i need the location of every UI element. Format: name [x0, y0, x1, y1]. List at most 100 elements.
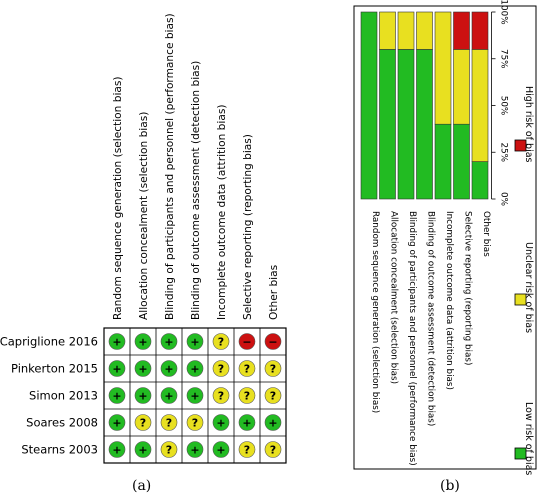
judgement-symbol: ? [270, 444, 276, 457]
judgement-symbol: + [138, 336, 147, 349]
domain-column-label: Blinding of outcome assessment (detectio… [190, 61, 202, 320]
bar-segment [360, 11, 378, 200]
bar-segment [453, 49, 470, 125]
judgement-low-icon [134, 360, 152, 377]
judgement-symbol: + [138, 363, 147, 376]
y-tick-label: 50% [499, 96, 509, 116]
judgement-unclear-icon [160, 441, 178, 458]
legend-label: High risk of bias [523, 86, 534, 163]
judgement-low-icon [160, 387, 178, 404]
judgement-symbol: + [190, 363, 199, 376]
bar-segment [471, 49, 489, 162]
legend-label: Low risk of bias [523, 402, 534, 475]
bar-segment [416, 11, 433, 50]
judgement-symbol: ? [270, 363, 276, 376]
bar-segment [471, 11, 489, 50]
category-label: Selective reporting (reporting bias) [463, 211, 473, 365]
category-label: Random sequence generation (selection bi… [370, 211, 380, 413]
bar-segment [379, 49, 396, 200]
judgement-symbol: ? [140, 417, 146, 430]
judgement-low-icon [238, 414, 256, 431]
judgement-symbol: + [268, 417, 277, 430]
judgement-low-icon [108, 360, 126, 377]
bar-segment [471, 161, 489, 200]
judgement-symbol: + [138, 444, 147, 457]
judgement-symbol: ? [244, 444, 250, 457]
judgement-symbol: ? [192, 417, 198, 430]
legend-swatch [514, 447, 527, 460]
study-label: Simon 2013 [29, 389, 98, 403]
bar-segment [416, 49, 433, 200]
judgement-symbol: ? [166, 417, 172, 430]
judgement-symbol: ? [244, 363, 250, 376]
bar-segment [434, 11, 452, 125]
judgement-low-icon [108, 387, 126, 404]
domain-column-label: Incomplete outcome data (attrition bias) [216, 105, 228, 320]
judgement-low-icon [186, 387, 204, 404]
judgement-unclear-icon [264, 360, 282, 377]
judgement-symbol: ? [270, 390, 276, 403]
judgement-unclear-icon [238, 387, 256, 404]
risk-of-bias-summary-panel: Random sequence generation (selection bi… [0, 13, 287, 464]
judgement-low-icon [134, 441, 152, 458]
bar-segment [397, 11, 415, 50]
judgement-low-icon [186, 333, 204, 350]
category-label: Incomplete outcome data (attrition bias) [444, 211, 454, 390]
judgement-symbol: + [112, 417, 121, 430]
legend-swatch [514, 293, 527, 306]
judgement-unclear-icon [264, 387, 282, 404]
study-label: Soares 2008 [26, 416, 98, 430]
judgement-symbol: + [190, 336, 199, 349]
judgement-unclear-icon [186, 414, 204, 431]
domain-column-label: Allocation concealment (selection bias) [138, 112, 150, 320]
judgement-symbol: + [190, 444, 199, 457]
legend-swatch [514, 139, 527, 152]
category-label: Other bias [481, 211, 491, 257]
domain-column-label: Blinding of participants and personnel (… [164, 13, 176, 320]
judgement-symbol: − [268, 336, 277, 349]
judgement-symbol: + [216, 444, 225, 457]
judgement-symbol: + [164, 390, 173, 403]
judgement-symbol: + [138, 390, 147, 403]
bar-segment [379, 11, 396, 50]
judgement-low-icon [134, 387, 152, 404]
judgement-unclear-icon [238, 441, 256, 458]
domain-column-label: Selective reporting (reporting bias) [242, 134, 254, 320]
judgement-high-icon [264, 333, 282, 350]
judgement-low-icon [160, 360, 178, 377]
judgement-low-icon [212, 441, 230, 458]
legend-label: Unclear risk of bias [523, 242, 534, 333]
judgement-unclear-icon [160, 414, 178, 431]
judgement-symbol: + [112, 363, 121, 376]
judgement-unclear-icon [212, 333, 230, 350]
study-label: Stearns 2003 [21, 443, 98, 457]
category-label: Allocation concealment (selection bias) [389, 211, 399, 384]
panel-a-caption: (a) [132, 478, 152, 494]
judgement-symbol: + [190, 390, 199, 403]
judgement-symbol: + [216, 417, 225, 430]
judgement-unclear-icon [212, 360, 230, 377]
judgement-symbol: + [112, 390, 121, 403]
domain-column-label: Random sequence generation (selection bi… [112, 76, 124, 320]
judgement-low-icon [108, 333, 126, 350]
judgement-low-icon [212, 414, 230, 431]
judgement-symbol: ? [218, 336, 224, 349]
y-tick-label: 0% [499, 192, 509, 206]
judgement-symbol: ? [218, 390, 224, 403]
judgement-low-icon [108, 441, 126, 458]
bar-segment [453, 123, 470, 200]
judgement-low-icon [186, 441, 204, 458]
judgement-symbol: + [164, 363, 173, 376]
y-tick-label: 100% [499, 0, 509, 25]
judgement-symbol: ? [218, 363, 224, 376]
judgement-low-icon [108, 414, 126, 431]
study-label: Pinkerton 2015 [11, 362, 98, 376]
category-label: Blinding of participants and personnel (… [407, 211, 417, 466]
judgement-symbol: ? [244, 390, 250, 403]
judgement-low-icon [264, 414, 282, 431]
judgement-low-icon [186, 360, 204, 377]
judgement-symbol: + [242, 417, 251, 430]
y-tick-label: 75% [499, 49, 509, 69]
judgement-high-icon [238, 333, 256, 350]
